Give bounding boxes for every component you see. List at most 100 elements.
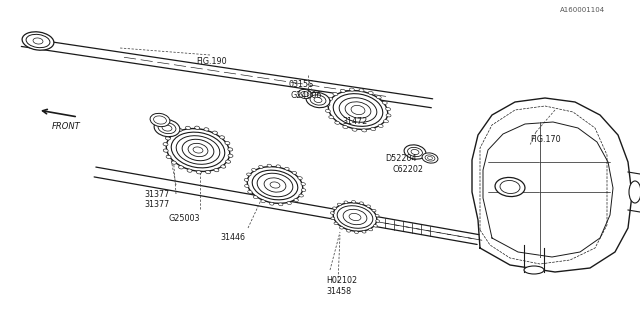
Ellipse shape xyxy=(629,181,640,203)
Ellipse shape xyxy=(179,166,184,169)
Text: 31377: 31377 xyxy=(144,200,169,209)
Ellipse shape xyxy=(287,202,291,204)
Ellipse shape xyxy=(165,137,170,140)
Ellipse shape xyxy=(166,155,171,158)
Text: FRONT: FRONT xyxy=(52,122,81,131)
Ellipse shape xyxy=(247,167,303,204)
Ellipse shape xyxy=(285,167,289,170)
Ellipse shape xyxy=(351,200,356,203)
Ellipse shape xyxy=(375,214,379,217)
Ellipse shape xyxy=(340,89,346,92)
Text: 31446: 31446 xyxy=(220,233,245,242)
Ellipse shape xyxy=(425,155,435,161)
Ellipse shape xyxy=(328,91,388,129)
Ellipse shape xyxy=(331,217,335,220)
Ellipse shape xyxy=(244,179,249,181)
Text: FIG.170: FIG.170 xyxy=(530,135,561,144)
Ellipse shape xyxy=(196,171,202,174)
Ellipse shape xyxy=(428,156,433,160)
Ellipse shape xyxy=(214,169,219,172)
Ellipse shape xyxy=(170,132,175,135)
Ellipse shape xyxy=(163,149,168,152)
Ellipse shape xyxy=(373,225,378,227)
Ellipse shape xyxy=(226,160,230,163)
Ellipse shape xyxy=(337,203,341,206)
Ellipse shape xyxy=(205,171,211,174)
Ellipse shape xyxy=(343,125,348,129)
Ellipse shape xyxy=(352,128,357,131)
Ellipse shape xyxy=(278,203,283,206)
Ellipse shape xyxy=(495,178,525,196)
Ellipse shape xyxy=(355,231,358,234)
Ellipse shape xyxy=(339,227,344,229)
Ellipse shape xyxy=(369,228,372,231)
Ellipse shape xyxy=(26,34,50,48)
Ellipse shape xyxy=(368,92,373,94)
Ellipse shape xyxy=(269,202,274,205)
Ellipse shape xyxy=(329,116,333,119)
Ellipse shape xyxy=(408,148,422,156)
Ellipse shape xyxy=(344,201,348,204)
Ellipse shape xyxy=(298,177,302,180)
Ellipse shape xyxy=(346,229,351,232)
Ellipse shape xyxy=(328,97,333,100)
Ellipse shape xyxy=(301,92,309,97)
Ellipse shape xyxy=(228,154,233,157)
Ellipse shape xyxy=(376,220,380,222)
Ellipse shape xyxy=(163,143,168,146)
Text: A160001104: A160001104 xyxy=(560,7,605,13)
Ellipse shape xyxy=(270,182,280,188)
Ellipse shape xyxy=(264,178,286,192)
Ellipse shape xyxy=(306,92,330,108)
Ellipse shape xyxy=(372,209,376,212)
Ellipse shape xyxy=(334,222,338,225)
Ellipse shape xyxy=(301,183,305,186)
Ellipse shape xyxy=(177,128,182,132)
Ellipse shape xyxy=(325,103,330,106)
Ellipse shape xyxy=(386,108,390,111)
Ellipse shape xyxy=(333,207,337,210)
Ellipse shape xyxy=(248,190,252,193)
Ellipse shape xyxy=(404,145,426,159)
Ellipse shape xyxy=(187,169,192,172)
Ellipse shape xyxy=(182,139,214,161)
Text: G24006: G24006 xyxy=(290,91,321,100)
Ellipse shape xyxy=(162,125,172,131)
Ellipse shape xyxy=(188,143,208,156)
Ellipse shape xyxy=(335,121,340,124)
Ellipse shape xyxy=(359,89,364,92)
Ellipse shape xyxy=(325,109,330,113)
Ellipse shape xyxy=(244,185,249,188)
Ellipse shape xyxy=(176,136,220,164)
Ellipse shape xyxy=(349,88,355,91)
Ellipse shape xyxy=(333,203,377,231)
Ellipse shape xyxy=(292,172,297,174)
Ellipse shape xyxy=(166,129,230,172)
Ellipse shape xyxy=(330,212,334,214)
Ellipse shape xyxy=(386,114,391,117)
Ellipse shape xyxy=(252,170,298,200)
Ellipse shape xyxy=(314,98,322,102)
Ellipse shape xyxy=(252,169,256,172)
Ellipse shape xyxy=(22,32,54,50)
Ellipse shape xyxy=(259,165,263,168)
Ellipse shape xyxy=(524,266,544,274)
Text: D52204: D52204 xyxy=(385,154,417,163)
Text: FIG.190: FIG.190 xyxy=(196,57,227,66)
Text: 0315S: 0315S xyxy=(288,80,313,89)
Ellipse shape xyxy=(299,194,303,197)
Text: G25003: G25003 xyxy=(168,214,200,223)
Ellipse shape xyxy=(339,98,377,122)
Ellipse shape xyxy=(228,148,233,151)
Ellipse shape xyxy=(422,153,438,163)
Ellipse shape xyxy=(267,164,271,167)
Ellipse shape xyxy=(301,188,306,191)
Ellipse shape xyxy=(186,126,191,130)
Ellipse shape xyxy=(193,147,203,153)
Ellipse shape xyxy=(333,94,383,126)
Ellipse shape xyxy=(253,196,258,199)
Ellipse shape xyxy=(345,102,371,118)
Ellipse shape xyxy=(276,165,280,168)
Ellipse shape xyxy=(220,136,225,139)
Ellipse shape xyxy=(351,105,365,115)
